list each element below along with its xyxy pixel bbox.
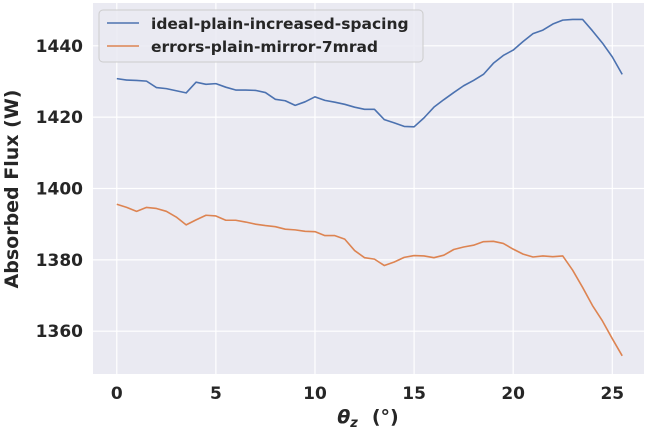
x-axis-label-symbol: θ (337, 406, 350, 428)
x-axis-label-subscript: z (349, 416, 358, 431)
series-lines (116, 18, 623, 357)
series-line-0 (116, 18, 623, 128)
legend-box (98, 9, 424, 63)
legend: ideal-plain-increased-spacing errors-pla… (98, 9, 424, 63)
x-axis-label: θz (°) (337, 406, 399, 431)
y-tick-label: 1400 (36, 180, 83, 200)
y-axis-label: Absorbed Flux (W) (1, 90, 23, 289)
x-tick-label: 25 (600, 384, 624, 404)
x-tick-labels: 0 5 10 15 20 25 (111, 384, 624, 404)
x-axis-label-unit: (°) (372, 406, 399, 428)
x-tick-label: 10 (303, 384, 327, 404)
legend-label-errors: errors-plain-mirror-7mrad (151, 38, 378, 56)
legend-label-ideal: ideal-plain-increased-spacing (151, 15, 409, 33)
grid-lines (93, 3, 644, 374)
x-tick-label: 5 (210, 384, 222, 404)
y-tick-label: 1360 (36, 322, 83, 342)
y-tick-label: 1420 (36, 108, 83, 128)
x-tick-label: 0 (111, 384, 123, 404)
x-tick-label: 15 (402, 384, 426, 404)
y-tick-label: 1380 (36, 251, 83, 271)
series-line-1 (116, 203, 623, 357)
x-tick-label: 20 (501, 384, 525, 404)
y-tick-labels: 1360 1380 1400 1420 1440 (36, 37, 83, 342)
y-tick-label: 1440 (36, 37, 83, 57)
